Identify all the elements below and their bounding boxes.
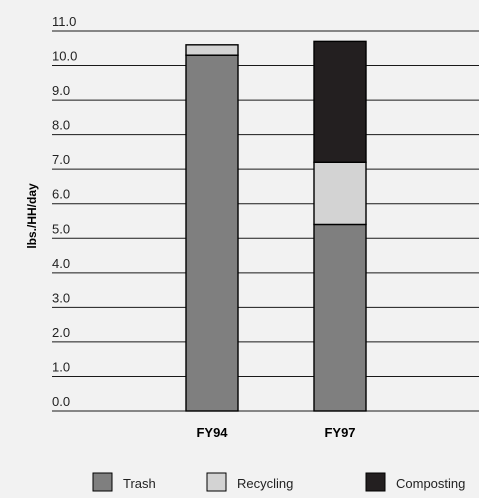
y-axis-label: lbs./HH/day [25, 183, 39, 249]
y-tick-label: 2.0 [52, 325, 70, 340]
y-tick-label: 3.0 [52, 290, 70, 305]
category-label-fy94: FY94 [196, 425, 228, 440]
y-tick-label: 4.0 [52, 256, 70, 271]
y-tick-label: 6.0 [52, 187, 70, 202]
y-tick-label: 11.0 [52, 14, 76, 29]
legend: Trash Recycling Composting [92, 472, 465, 492]
y-tick-label: 10.0 [52, 49, 77, 64]
y-tick-label: 8.0 [52, 118, 70, 133]
y-tick-label: 1.0 [52, 359, 70, 374]
bar-FY97-composting [313, 40, 367, 163]
legend-swatch-composting [365, 472, 386, 492]
legend-label-recycling: Recycling [237, 476, 293, 491]
y-tick-label: 9.0 [52, 83, 70, 98]
legend-item-composting: Composting [365, 472, 465, 492]
legend-label-composting: Composting [396, 476, 465, 491]
grid-lines [52, 30, 479, 412]
bars [185, 40, 367, 412]
legend-swatch-trash [92, 472, 113, 492]
legend-item-recycling: Recycling [206, 472, 293, 492]
legend-swatch-recycling [206, 472, 227, 492]
y-tick-labels: 0.0 1.0 2.0 3.0 4.0 5.0 6.0 7.0 8.0 9.0 10.0 11.0 [52, 14, 77, 409]
legend-item-trash: Trash [92, 472, 156, 492]
bar-FY94-trash [185, 54, 239, 412]
y-tick-label: 5.0 [52, 221, 70, 236]
bar-FY97-recycling [313, 161, 367, 226]
y-tick-label: 7.0 [52, 152, 70, 167]
bar-FY94-recycling [185, 44, 239, 56]
bar-FY97-trash [313, 223, 367, 412]
legend-label-trash: Trash [123, 476, 156, 491]
category-label-fy97: FY97 [324, 425, 355, 440]
y-tick-label: 0.0 [52, 394, 70, 409]
category-labels: FY94 FY97 [196, 425, 355, 440]
